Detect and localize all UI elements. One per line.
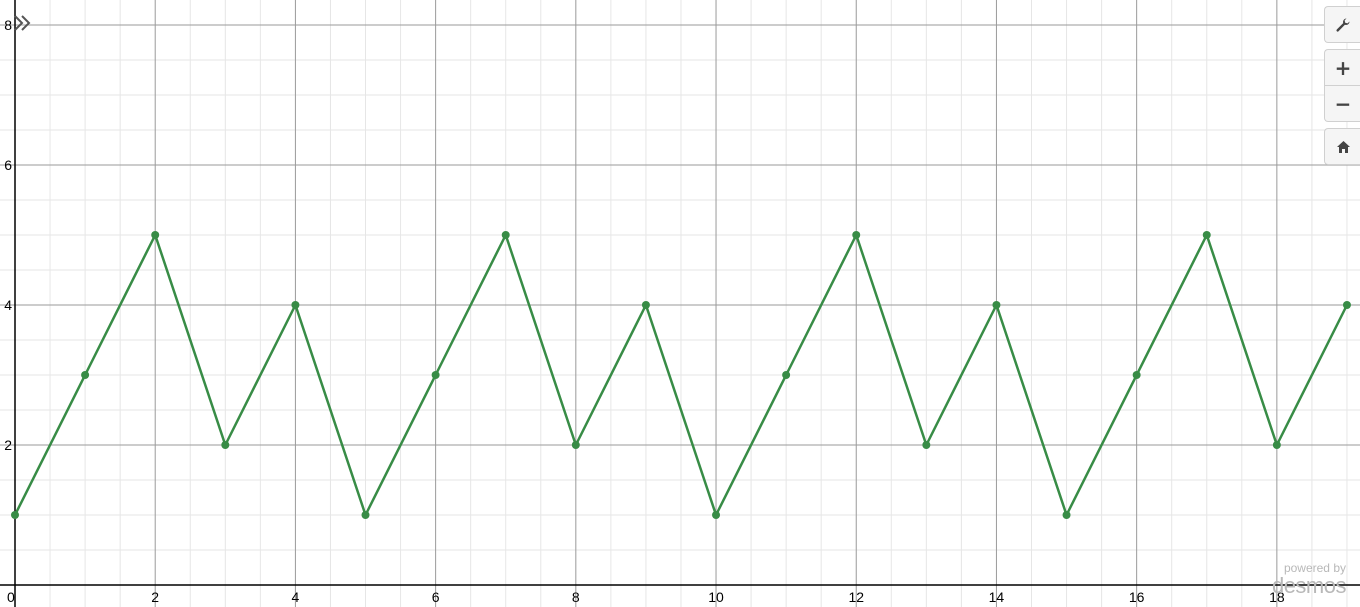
x-tick-label: 2: [151, 589, 159, 605]
data-point: [712, 511, 721, 519]
graph-controls: + −: [1324, 6, 1360, 171]
home-group: [1324, 128, 1360, 165]
data-point: [151, 231, 160, 239]
x-tick-label: 4: [292, 589, 300, 605]
y-tick-label: 6: [4, 157, 12, 173]
data-point: [992, 301, 1001, 309]
powered-by-desmos-watermark[interactable]: powered by desmos: [1271, 561, 1347, 598]
watermark-line1: powered by: [1283, 561, 1346, 575]
data-point: [81, 371, 90, 379]
x-tick-label: 16: [1129, 589, 1145, 605]
wrench-icon: [1336, 18, 1350, 32]
series-line: [13, 233, 1349, 517]
x-tick-label: 6: [432, 589, 440, 605]
data-point: [221, 441, 230, 449]
zoom-in-button[interactable]: +: [1334, 55, 1352, 80]
data-point: [1272, 441, 1281, 449]
series-layer: [11, 231, 1351, 519]
zoom-group: + −: [1324, 49, 1360, 122]
y-tick-label: 8: [4, 17, 12, 33]
x-tick-label: 14: [989, 589, 1005, 605]
data-point: [922, 441, 931, 449]
data-point: [852, 231, 861, 239]
y-tick-label: 4: [4, 297, 12, 313]
data-point: [1202, 231, 1211, 239]
x-tick-label: 10: [708, 589, 724, 605]
data-point: [501, 231, 510, 239]
y-tick-label: 2: [4, 437, 12, 453]
data-point: [11, 511, 19, 519]
data-point: [1062, 511, 1071, 519]
x-tick-label: 18: [1269, 589, 1285, 605]
default-viewport-button[interactable]: [1325, 129, 1360, 164]
expand-expression-list-button[interactable]: [12, 12, 34, 34]
data-point: [782, 371, 791, 379]
data-point: [1132, 371, 1141, 379]
graph-settings-button[interactable]: [1325, 7, 1360, 42]
settings-group: [1324, 6, 1360, 43]
double-chevron-right-icon: [14, 15, 31, 31]
home-icon: [1336, 140, 1350, 153]
x-tick-label: 12: [848, 589, 864, 605]
x-tick-label: 8: [572, 589, 580, 605]
data-point: [571, 441, 580, 449]
data-point: [291, 301, 300, 309]
data-point: [431, 371, 440, 379]
x-tick-label: 0: [7, 589, 15, 605]
watermark-line2: desmos: [1271, 573, 1347, 598]
data-point: [361, 511, 370, 519]
data-point: [1342, 301, 1351, 309]
zoom-out-button[interactable]: −: [1325, 85, 1360, 121]
data-point: [641, 301, 650, 309]
tick-labels: 0 2 4 6 8 10 12 14 16 18 2 4 6 8: [4, 17, 1285, 605]
